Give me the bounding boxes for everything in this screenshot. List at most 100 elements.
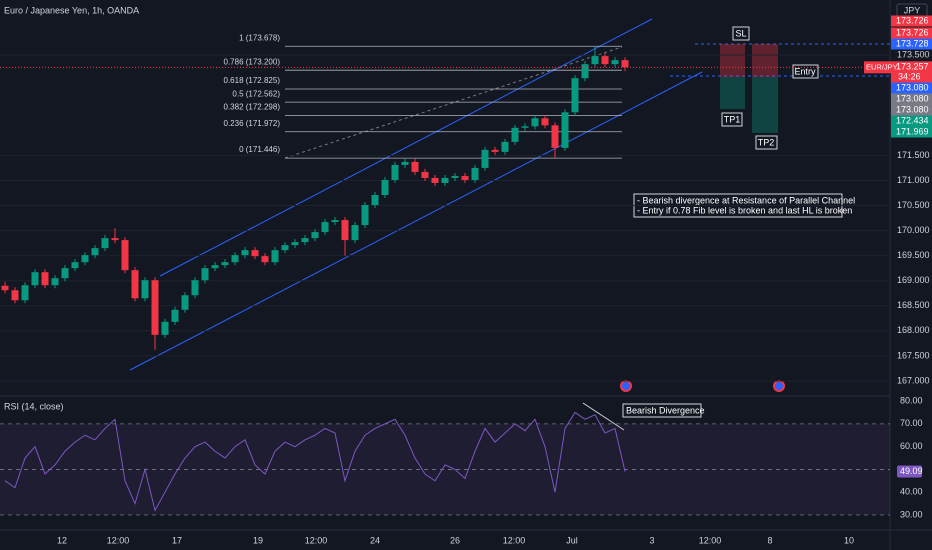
fib-label: 0.786 (173.200) bbox=[224, 57, 281, 66]
y-tick-label: 169.500 bbox=[897, 250, 930, 260]
y-tick-label: 60.00 bbox=[900, 441, 923, 451]
y-tick-label: 167.000 bbox=[897, 375, 930, 385]
candle-body bbox=[521, 126, 529, 128]
badge bbox=[891, 15, 932, 27]
fib-label: 1 (173.678) bbox=[239, 33, 280, 42]
x-tick-label: 12:00 bbox=[503, 535, 526, 545]
y-tick-label: 170.000 bbox=[897, 225, 930, 235]
channel-upper bbox=[159, 18, 653, 277]
label-box bbox=[732, 26, 750, 41]
candle-body bbox=[211, 265, 219, 269]
last-price: 173.257 bbox=[896, 62, 929, 72]
candle-body bbox=[221, 262, 229, 266]
candle-body bbox=[551, 125, 559, 148]
candle-body bbox=[41, 272, 49, 286]
channel-lower bbox=[129, 71, 703, 371]
candle-body bbox=[81, 255, 89, 263]
currency: JPY bbox=[904, 5, 921, 15]
candle-body bbox=[151, 280, 159, 335]
price-badge: 172.434 bbox=[896, 115, 929, 125]
event-icon[interactable] bbox=[620, 380, 632, 392]
x-tick-label: 24 bbox=[370, 535, 380, 545]
candle-body bbox=[241, 250, 249, 256]
reward-zone bbox=[720, 77, 745, 109]
candle-body bbox=[391, 164, 399, 180]
note-line: - Bearish divergence at Resistance of Pa… bbox=[637, 195, 855, 205]
fib-label: 0.618 (172.825) bbox=[224, 76, 281, 85]
candle-body bbox=[131, 270, 139, 299]
y-tick-label: 167.500 bbox=[897, 350, 930, 360]
candle-body bbox=[291, 242, 299, 246]
candle-body bbox=[601, 56, 609, 65]
fib-label: 0.5 (172.562) bbox=[232, 89, 280, 98]
candle-body bbox=[301, 238, 309, 243]
candle-body bbox=[561, 112, 569, 148]
y-tick-label: 169.000 bbox=[897, 275, 930, 285]
candle-body bbox=[101, 238, 109, 249]
badge bbox=[891, 115, 932, 127]
candle-body bbox=[341, 220, 349, 241]
x-tick-label: 12:00 bbox=[699, 535, 722, 545]
badge bbox=[891, 27, 932, 39]
candle-body bbox=[111, 238, 119, 241]
x-tick-label: 8 bbox=[767, 535, 772, 545]
candle-body bbox=[481, 149, 489, 168]
candle-body bbox=[421, 171, 429, 178]
candle-body bbox=[471, 167, 479, 180]
fib-trend bbox=[284, 46, 623, 159]
candle-body bbox=[21, 285, 29, 301]
candle-body bbox=[441, 177, 449, 183]
fib-label: 0.382 (172.298) bbox=[224, 103, 281, 112]
candle-body bbox=[161, 321, 169, 335]
rsi-line bbox=[4, 411, 626, 512]
entry-label: Entry bbox=[794, 66, 816, 76]
symbol-title: Euro / Japanese Yen, 1h, OANDA bbox=[4, 5, 139, 15]
y-tick-label: 170.500 bbox=[897, 200, 930, 210]
candle-body bbox=[1, 285, 9, 291]
price-badge: 173.080 bbox=[896, 93, 929, 103]
x-tick-label: 26 bbox=[450, 535, 460, 545]
y-tick-label: 171.500 bbox=[897, 150, 930, 160]
note-line: - Entry if 0.78 Fib level is broken and … bbox=[637, 205, 852, 215]
candle-body bbox=[271, 250, 279, 263]
candle-body bbox=[61, 268, 69, 279]
rsi-title: RSI (14, close) bbox=[4, 401, 64, 411]
badge bbox=[891, 104, 932, 116]
price-badge: 171.969 bbox=[896, 126, 929, 136]
candle-body bbox=[51, 278, 59, 286]
event-icon[interactable] bbox=[773, 380, 785, 392]
label-box bbox=[792, 64, 819, 79]
rsi-last-value: 49.09 bbox=[900, 466, 923, 476]
y-tick-label: 70.00 bbox=[900, 418, 923, 428]
badge bbox=[891, 82, 932, 94]
badge bbox=[891, 93, 932, 105]
candle-body bbox=[141, 280, 149, 299]
badge bbox=[897, 465, 922, 478]
candle-body bbox=[121, 240, 129, 271]
price-badge: 173.728 bbox=[896, 38, 929, 48]
divergence-line bbox=[582, 402, 625, 431]
price-badge: 173.080 bbox=[896, 82, 929, 92]
candle-body bbox=[181, 295, 189, 310]
candle-body bbox=[451, 175, 459, 178]
fib-label: 0.236 (171.972) bbox=[224, 119, 281, 128]
badge bbox=[864, 61, 891, 74]
reward-zone bbox=[752, 77, 778, 133]
candle-body bbox=[591, 56, 599, 65]
x-tick-label: 10 bbox=[844, 535, 854, 545]
risk-zone bbox=[752, 44, 778, 77]
candle-body bbox=[371, 194, 379, 206]
candle-body bbox=[31, 272, 39, 286]
x-tick-label: 3 bbox=[649, 535, 654, 545]
label-box bbox=[622, 403, 702, 418]
symbol-badge: EUR/JPY bbox=[866, 62, 898, 71]
candle-body bbox=[571, 78, 579, 113]
candle-body bbox=[281, 245, 289, 251]
x-tick-label: 17 bbox=[172, 535, 182, 545]
candle-body bbox=[491, 149, 499, 152]
sl-label: SL bbox=[735, 28, 746, 38]
candle-body bbox=[331, 220, 339, 223]
candle-body bbox=[11, 290, 19, 301]
